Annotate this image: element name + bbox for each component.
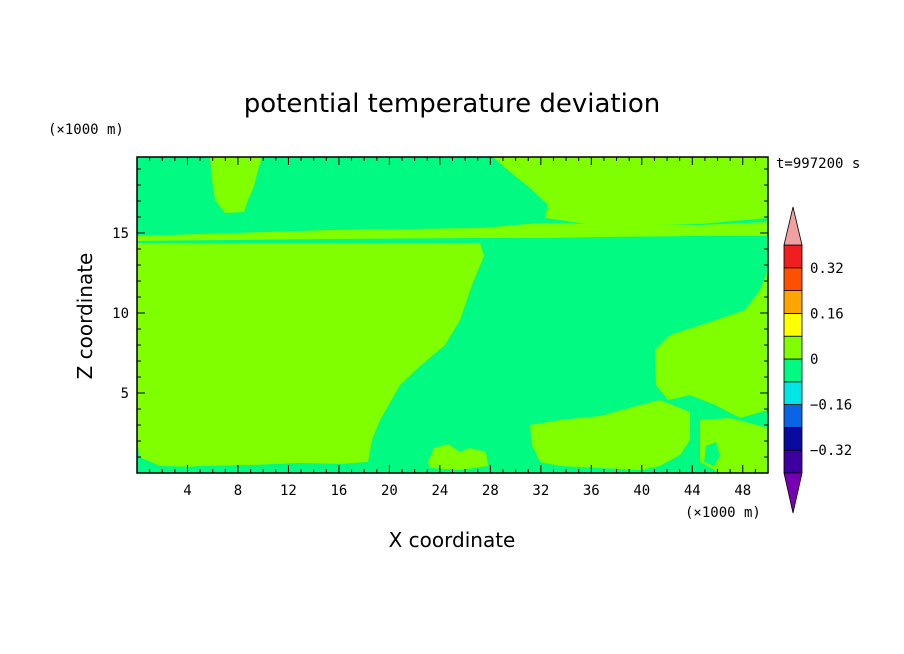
colorbar-swatch <box>783 381 803 405</box>
contour-region-positive-main <box>137 243 484 468</box>
contour-region-positive-top-left <box>210 157 262 213</box>
x-tick-label: 4 <box>183 483 191 499</box>
contour-region-positive-right <box>655 270 768 418</box>
x-axis: 4 8 12 16 20 24 28 32 36 40 44 48 <box>149 157 756 499</box>
y-tick-label: 5 <box>121 386 129 402</box>
colorbar-swatch <box>783 312 803 337</box>
contour-region-negative-small-edge <box>137 456 368 473</box>
y-tick-label: 15 <box>112 226 129 242</box>
contour-region-positive-top-center <box>493 157 768 226</box>
time-label: t=997200 s <box>776 156 860 172</box>
colorbar-over-triangle <box>783 206 803 246</box>
contour-region-positive-lower-right <box>530 400 690 470</box>
contour-region-negative-small-bottom <box>704 442 720 466</box>
colorbar-swatch <box>783 358 803 383</box>
x-tick-label: 44 <box>684 483 701 499</box>
x-tick-label: 40 <box>633 483 650 499</box>
colorbar-tick-label: 0 <box>810 352 818 368</box>
colorbar-tick-label: −0.16 <box>810 398 852 414</box>
y-axis-label: Z coordinate <box>73 253 97 380</box>
colorbar-tick-label: −0.32 <box>810 443 852 459</box>
contour-field <box>137 157 768 473</box>
colorbar-swatch <box>783 449 803 474</box>
x-tick-label: 12 <box>280 483 297 499</box>
colorbar-tick-label: 0.16 <box>810 306 844 322</box>
x-tick-label: 24 <box>431 483 448 499</box>
x-tick-label: 16 <box>330 483 347 499</box>
colorbar-swatch <box>783 244 803 269</box>
colorbar-swatch <box>783 290 803 314</box>
x-tick-label: 20 <box>381 483 398 499</box>
x-tick-label: 48 <box>734 483 751 499</box>
colorbar-under-triangle <box>783 472 803 514</box>
y-unit-label: (×1000 m) <box>48 122 124 138</box>
contour-region-positive-layer <box>137 222 768 241</box>
colorbar-tick-label: 0.32 <box>810 261 844 277</box>
chart-title: potential temperature deviation <box>244 89 660 119</box>
colorbar-swatch <box>783 335 803 360</box>
x-tick-label: 8 <box>234 483 242 499</box>
colorbar-swatch <box>783 404 803 428</box>
contour-region-positive-bottom-bumps <box>428 444 488 470</box>
x-unit-label: (×1000 m) <box>685 505 761 521</box>
x-tick-label: 28 <box>482 483 499 499</box>
colorbar: 0.32 0.16 0 −0.16 −0.32 <box>783 206 852 514</box>
colorbar-swatch <box>783 426 803 451</box>
colorbar-swatch <box>783 267 803 291</box>
x-tick-label: 32 <box>532 483 549 499</box>
x-tick-label: 36 <box>583 483 600 499</box>
y-tick-label: 10 <box>112 306 129 322</box>
x-axis-label: X coordinate <box>389 528 516 552</box>
y-axis: 5 10 15 <box>112 168 768 458</box>
